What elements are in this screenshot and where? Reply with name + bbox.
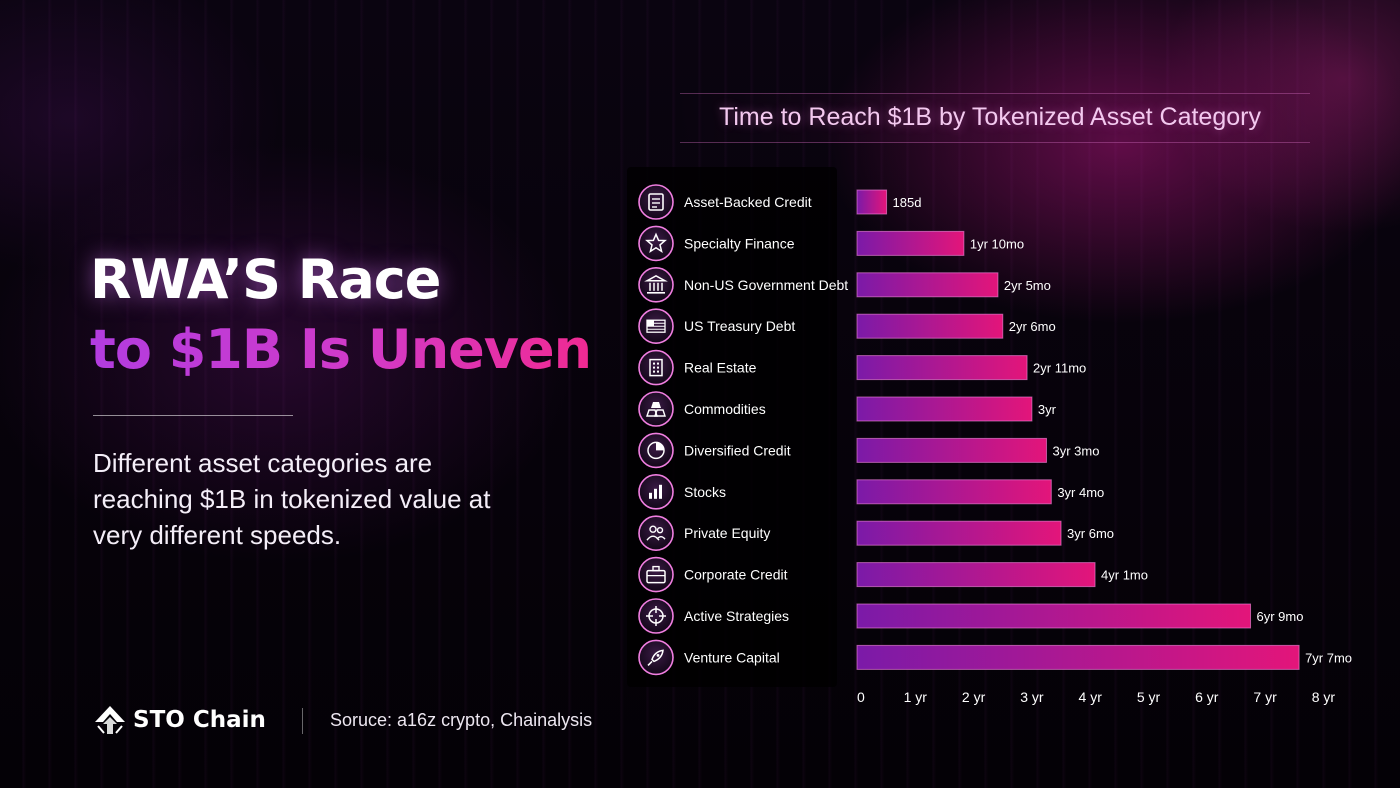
category-label: Non-US Government Debt <box>684 277 848 293</box>
category-label: Diversified Credit <box>684 442 791 458</box>
value-label: 7yr 7mo <box>1305 650 1352 665</box>
chart-title: Time to Reach $1B by Tokenized Asset Cat… <box>719 103 1261 131</box>
headline-line1: RWA’S Race <box>90 248 441 311</box>
value-label: 3yr 4mo <box>1057 485 1104 500</box>
x-tick-label: 5 yr <box>1137 689 1161 705</box>
brand-name: STO Chain <box>133 707 266 733</box>
pie-chart-icon <box>638 432 674 469</box>
people-icon <box>638 515 674 552</box>
value-label: 3yr 3mo <box>1052 443 1099 458</box>
bar <box>856 396 1033 422</box>
footer-separator <box>302 708 303 734</box>
value-label: 4yr 1mo <box>1101 568 1148 583</box>
gold-bars-icon <box>638 391 674 427</box>
brand-logo: STO Chain <box>93 705 266 735</box>
x-tick-label: 0 <box>857 689 865 705</box>
category-label: US Treasury Debt <box>684 318 795 334</box>
bank-icon <box>638 266 674 303</box>
document-icon <box>638 184 674 220</box>
x-tick-label: 3 yr <box>1020 689 1044 705</box>
bar <box>856 313 1004 339</box>
sto-chain-logo-icon <box>95 706 125 734</box>
building-icon <box>638 349 674 386</box>
x-tick-label: 7 yr <box>1253 689 1277 705</box>
x-tick-label: 8 yr <box>1312 689 1336 705</box>
category-label: Specialty Finance <box>684 235 795 251</box>
bar <box>856 230 965 256</box>
value-label: 3yr 6mo <box>1067 526 1114 541</box>
value-label: 2yr 5mo <box>1004 278 1051 293</box>
bar <box>856 562 1096 588</box>
category-label: Private Equity <box>684 525 770 541</box>
headline: RWA’S Race to $1B Is Uneven <box>90 245 592 385</box>
x-tick-label: 4 yr <box>1079 689 1103 705</box>
value-label: 1yr 10mo <box>970 236 1024 251</box>
star-icon <box>638 225 674 262</box>
headline-line2: to $1B Is Uneven <box>90 315 592 385</box>
bar <box>856 644 1300 670</box>
chart-title-frame <box>680 93 1310 143</box>
category-label: Asset-Backed Credit <box>684 194 812 210</box>
value-label: 3yr <box>1038 402 1057 417</box>
value-label: 2yr 6mo <box>1009 319 1056 334</box>
value-label: 6yr 9mo <box>1257 609 1304 624</box>
bar <box>856 479 1052 505</box>
category-label: Stocks <box>684 484 726 500</box>
bar <box>856 189 888 215</box>
value-label: 2yr 11mo <box>1033 361 1086 376</box>
subtitle: Different asset categories are reaching … <box>93 448 491 550</box>
bar-chart-icon <box>638 473 674 510</box>
value-label: 185d <box>893 195 922 210</box>
rocket-icon <box>638 639 674 676</box>
x-tick-label: 6 yr <box>1195 689 1219 705</box>
category-label: Active Strategies <box>684 608 789 624</box>
bar <box>856 355 1028 381</box>
briefcase-icon <box>638 556 674 593</box>
source-note: Soruce: a16z crypto, Chainalysis <box>330 710 593 730</box>
crosshair-icon <box>638 598 674 634</box>
bar <box>856 272 999 298</box>
bar <box>856 603 1252 629</box>
headline-divider <box>93 415 293 416</box>
category-label: Venture Capital <box>684 649 780 665</box>
us-flag-icon <box>638 308 674 345</box>
bar <box>856 437 1047 463</box>
bar <box>856 520 1062 546</box>
category-label: Commodities <box>684 401 766 417</box>
category-label: Real Estate <box>684 360 757 376</box>
x-tick-label: 1 yr <box>904 689 928 705</box>
x-tick-label: 2 yr <box>962 689 986 705</box>
category-label: Corporate Credit <box>684 567 788 583</box>
